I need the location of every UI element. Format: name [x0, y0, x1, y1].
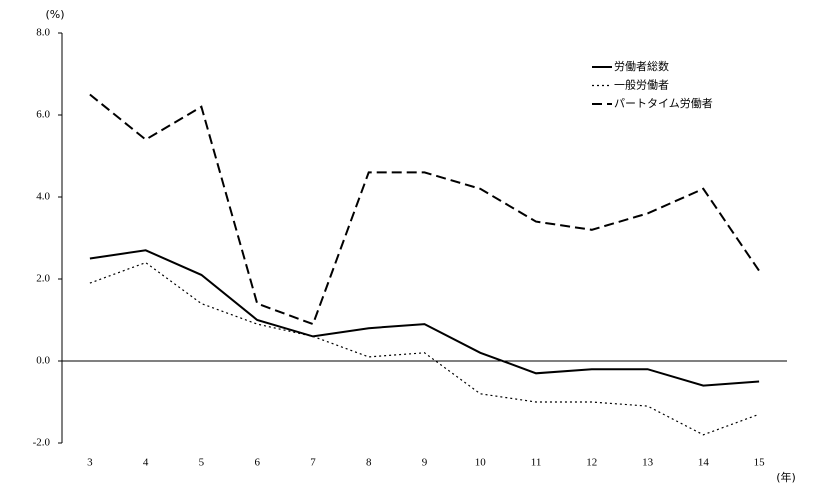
- series-line: [89, 261, 760, 436]
- x-tick-label: 6: [254, 457, 260, 469]
- legend-label: パートタイム労働者: [614, 96, 713, 110]
- x-tick-label: 8: [366, 457, 372, 469]
- x-tick-label: 13: [642, 457, 654, 469]
- y-tick-label: 8.0: [36, 27, 50, 39]
- x-tick-label: 3: [87, 457, 93, 469]
- x-tick-label: 9: [422, 457, 428, 469]
- y-tick-label: 2.0: [36, 273, 50, 285]
- x-tick-label: 5: [199, 457, 205, 469]
- y-tick-label: 4.0: [36, 191, 50, 203]
- legend-label: 労働者総数: [614, 59, 669, 73]
- x-tick-label: 14: [698, 457, 710, 469]
- x-tick-label: 11: [531, 457, 542, 469]
- y-unit-label: (%): [45, 8, 64, 21]
- x-tick-label: 12: [586, 457, 597, 469]
- y-tick-label: 6.0: [36, 109, 50, 121]
- x-tick-label: 7: [310, 457, 316, 469]
- x-unit-label: (年): [776, 470, 796, 484]
- legend-label: 一般労働者: [614, 78, 669, 92]
- x-tick-label: 4: [143, 457, 149, 469]
- series-line: [89, 93, 760, 326]
- y-tick-label: -2.0: [33, 437, 51, 449]
- x-tick-label: 15: [754, 457, 766, 469]
- y-tick-label: 0.0: [36, 355, 50, 367]
- x-tick-label: 10: [475, 457, 487, 469]
- series-line: [89, 249, 760, 387]
